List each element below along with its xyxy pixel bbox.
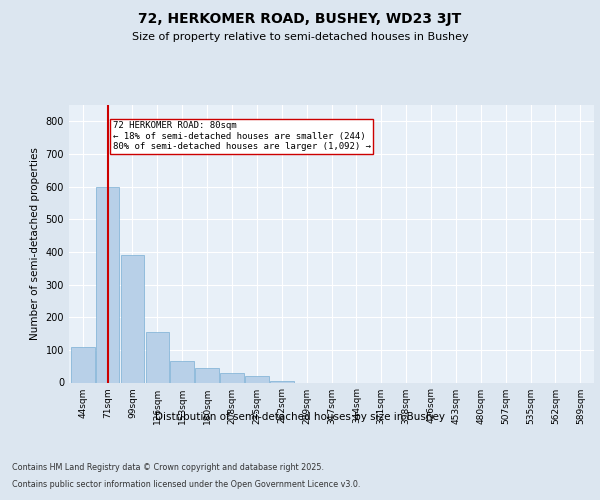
Bar (146, 332, 169, 382)
Bar (270, 381, 293, 382)
Bar (170, 362, 194, 382)
Text: 72 HERKOMER ROAD: 80sqm
← 18% of semi-detached houses are smaller (244)
80% of s: 72 HERKOMER ROAD: 80sqm ← 18% of semi-de… (113, 122, 371, 151)
Text: Distribution of semi-detached houses by size in Bushey: Distribution of semi-detached houses by … (155, 412, 445, 422)
Text: Size of property relative to semi-detached houses in Bushey: Size of property relative to semi-detach… (131, 32, 469, 42)
Text: 72, HERKOMER ROAD, BUSHEY, WD23 3JT: 72, HERKOMER ROAD, BUSHEY, WD23 3JT (139, 12, 461, 26)
Text: Contains HM Land Registry data © Crown copyright and database right 2025.: Contains HM Land Registry data © Crown c… (12, 462, 324, 471)
Y-axis label: Number of semi-detached properties: Number of semi-detached properties (30, 148, 40, 340)
Bar (245, 376, 269, 382)
Bar (195, 368, 219, 382)
Bar (121, 255, 144, 382)
Bar (96, 186, 119, 382)
Text: Contains public sector information licensed under the Open Government Licence v3: Contains public sector information licen… (12, 480, 361, 489)
Bar (220, 372, 244, 382)
Bar (71, 346, 95, 382)
